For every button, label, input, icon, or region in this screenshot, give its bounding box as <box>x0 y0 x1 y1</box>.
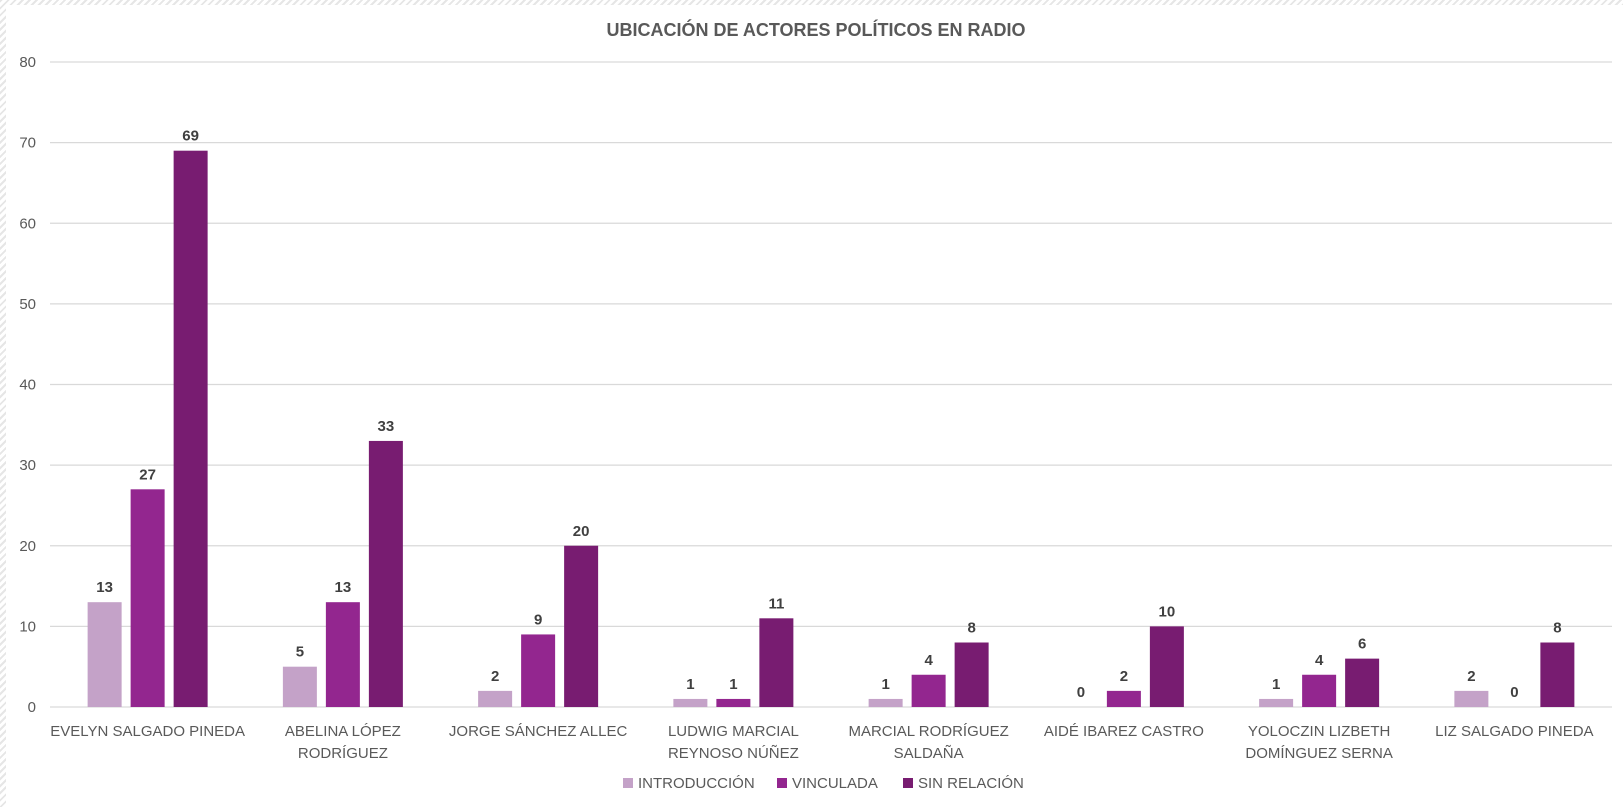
data-label: 0 <box>1077 684 1085 701</box>
bar <box>911 674 946 707</box>
data-label: 13 <box>96 579 113 596</box>
data-label: 1 <box>729 676 737 693</box>
y-tick-label: 20 <box>19 538 36 555</box>
data-label: 4 <box>924 652 933 669</box>
bar <box>368 440 403 707</box>
bar <box>954 642 989 707</box>
data-label: 0 <box>1510 684 1518 701</box>
y-tick-label: 30 <box>19 457 36 474</box>
y-tick-label: 10 <box>19 618 36 635</box>
x-tick-label: JORGE SÁNCHEZ ALLEC <box>449 723 628 740</box>
x-axis-ticks: EVELYN SALGADO PINEDA ABELINA LÓPEZ RODRÍG… <box>50 723 1593 762</box>
bar <box>130 489 165 707</box>
data-label: 11 <box>768 595 784 612</box>
data-label: 1 <box>881 676 889 693</box>
x-tick-label: RODRÍGUEZ <box>298 745 388 762</box>
bar <box>521 634 556 707</box>
x-tick-label: AIDÉ IBAREZ CASTRO <box>1044 723 1204 740</box>
data-label: 10 <box>1159 603 1176 620</box>
legend-label: SIN RELACIÓN <box>918 775 1024 792</box>
bar <box>1540 642 1575 707</box>
x-tick-label: DOMÍNGUEZ SERNA <box>1245 745 1393 762</box>
bar <box>868 698 903 707</box>
bar <box>1106 690 1141 707</box>
bar <box>759 618 794 707</box>
gridlines <box>50 61 1612 708</box>
bar <box>173 150 208 707</box>
legend-label: VINCULADA <box>792 775 878 792</box>
y-tick-label: 70 <box>19 135 36 152</box>
frame-edge-left <box>0 0 6 807</box>
legend: INTRODUCCIÓN VINCULADA SIN RELACIÓN <box>623 775 1024 792</box>
y-tick-label: 50 <box>19 296 36 313</box>
data-label: 6 <box>1358 636 1366 653</box>
bar <box>478 690 513 707</box>
x-tick-label: MARCIAL RODRÍGUEZ <box>848 723 1008 740</box>
data-label: 27 <box>139 466 156 483</box>
bar <box>1149 626 1184 707</box>
y-tick-label: 0 <box>28 699 36 716</box>
y-axis-ticks: 0 10 20 30 40 50 60 70 80 <box>19 54 36 716</box>
data-label: 20 <box>573 523 590 540</box>
bar <box>282 666 317 707</box>
y-tick-label: 80 <box>19 54 36 71</box>
x-tick-label: LIZ SALGADO PINEDA <box>1435 723 1593 740</box>
bar <box>564 545 599 707</box>
y-tick-label: 40 <box>19 377 36 394</box>
data-label: 5 <box>296 644 304 661</box>
data-label: 69 <box>182 128 199 145</box>
frame-edge-top <box>0 0 1623 5</box>
data-label: 8 <box>967 620 975 637</box>
bar <box>1302 674 1337 707</box>
bar <box>716 698 751 707</box>
bar <box>1454 690 1489 707</box>
data-label: 2 <box>1120 668 1128 685</box>
x-tick-label: REYNOSO NÚÑEZ <box>668 745 799 762</box>
bar <box>325 602 360 707</box>
data-label: 8 <box>1553 620 1561 637</box>
data-label: 4 <box>1315 652 1324 669</box>
data-label: 1 <box>686 676 694 693</box>
bar <box>87 602 122 707</box>
data-label: 33 <box>378 418 395 435</box>
data-label: 9 <box>534 611 542 628</box>
legend-swatch <box>777 778 787 788</box>
data-label: 2 <box>1467 668 1475 685</box>
x-tick-label: ABELINA LÓPEZ <box>285 723 401 740</box>
legend-swatch <box>903 778 913 788</box>
data-label: 13 <box>335 579 352 596</box>
data-label: 2 <box>491 668 499 685</box>
bars <box>87 150 1575 707</box>
chart-title: UBICACIÓN DE ACTORES POLÍTICOS EN RADIO <box>606 19 1025 40</box>
x-tick-label: YOLOCZIN LIZBETH <box>1248 723 1391 740</box>
bar <box>673 698 708 707</box>
x-tick-label: EVELYN SALGADO PINEDA <box>50 723 245 740</box>
legend-swatch <box>623 778 633 788</box>
data-label: 1 <box>1272 676 1280 693</box>
x-tick-label: LUDWIG MARCIAL <box>668 723 799 740</box>
bar <box>1259 698 1294 707</box>
y-tick-label: 60 <box>19 215 36 232</box>
legend-label: INTRODUCCIÓN <box>638 775 755 792</box>
bar <box>1345 658 1380 707</box>
x-tick-label: SALDAÑA <box>894 745 964 762</box>
